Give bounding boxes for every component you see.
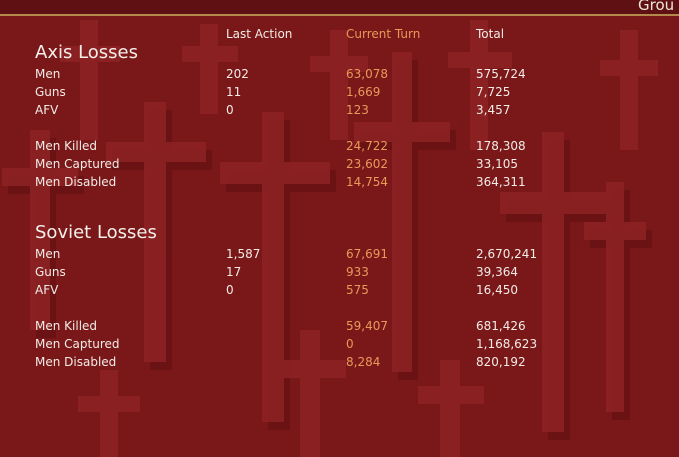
row-label: Men Disabled xyxy=(35,175,117,189)
total-value: 681,426 xyxy=(476,319,526,333)
total-value: 16,450 xyxy=(476,283,518,297)
current-turn-value: 8,284 xyxy=(346,355,381,369)
column-header-last-action: Last Action xyxy=(226,27,293,41)
current-turn-value: 24,722 xyxy=(346,139,388,153)
total-value: 178,308 xyxy=(476,139,526,153)
total-value: 820,192 xyxy=(476,355,526,369)
last-action-value: 11 xyxy=(226,85,242,99)
last-action-value: 0 xyxy=(226,103,234,117)
row-label: Men Captured xyxy=(35,337,120,351)
row-label: Men Disabled xyxy=(35,355,117,369)
total-value: 364,311 xyxy=(476,175,526,189)
row-label: Men Killed xyxy=(35,319,98,333)
current-turn-value: 23,602 xyxy=(346,157,388,171)
soviet-losses-title: Soviet Losses xyxy=(35,222,157,243)
row-label: Guns xyxy=(35,265,66,279)
current-turn-value: 575 xyxy=(346,283,369,297)
current-turn-value: 67,691 xyxy=(346,247,388,261)
total-value: 1,168,623 xyxy=(476,337,538,351)
current-turn-value: 59,407 xyxy=(346,319,388,333)
current-turn-value: 933 xyxy=(346,265,369,279)
row-label: AFV xyxy=(35,103,59,117)
last-action-value: 0 xyxy=(226,283,234,297)
current-turn-value: 0 xyxy=(346,337,354,351)
column-header-current-turn: Current Turn xyxy=(346,27,421,41)
window-title: Grou xyxy=(638,0,675,14)
row-label: Men xyxy=(35,247,61,261)
total-value: 575,724 xyxy=(476,67,526,81)
last-action-value: 17 xyxy=(226,265,242,279)
axis-losses-title: Axis Losses xyxy=(35,42,138,63)
column-header-total: Total xyxy=(476,27,505,41)
current-turn-value: 14,754 xyxy=(346,175,388,189)
total-value: 39,364 xyxy=(476,265,518,279)
total-value: 2,670,241 xyxy=(476,247,538,261)
current-turn-value: 123 xyxy=(346,103,369,117)
row-label: Guns xyxy=(35,85,66,99)
last-action-value: 1,587 xyxy=(226,247,261,261)
total-value: 7,725 xyxy=(476,85,511,99)
row-label: AFV xyxy=(35,283,59,297)
total-value: 33,105 xyxy=(476,157,518,171)
total-value: 3,457 xyxy=(476,103,511,117)
row-label: Men Captured xyxy=(35,157,120,171)
current-turn-value: 63,078 xyxy=(346,67,388,81)
row-label: Men xyxy=(35,67,61,81)
row-label: Men Killed xyxy=(35,139,98,153)
top-bar: Grou xyxy=(0,0,679,16)
last-action-value: 202 xyxy=(226,67,249,81)
current-turn-value: 1,669 xyxy=(346,85,381,99)
